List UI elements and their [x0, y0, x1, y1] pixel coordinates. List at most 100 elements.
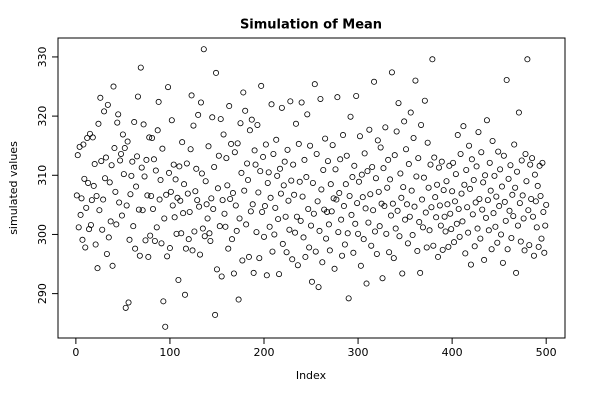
- x-axis-title: Index: [296, 369, 327, 382]
- point: [407, 109, 414, 116]
- point: [532, 198, 539, 205]
- point: [233, 227, 240, 234]
- point: [114, 119, 121, 126]
- point: [510, 213, 517, 220]
- point: [451, 198, 458, 205]
- point: [84, 134, 91, 141]
- point: [457, 150, 464, 157]
- point: [139, 207, 146, 214]
- point: [526, 242, 533, 249]
- point: [102, 175, 109, 182]
- point: [97, 94, 104, 101]
- point: [537, 192, 544, 199]
- point: [260, 153, 267, 160]
- point: [397, 170, 404, 177]
- point: [337, 156, 344, 163]
- point: [224, 182, 231, 189]
- point: [244, 160, 251, 167]
- point: [262, 141, 269, 148]
- point: [230, 270, 237, 277]
- point: [279, 240, 286, 247]
- point: [430, 242, 437, 249]
- point: [336, 190, 343, 197]
- point: [356, 133, 363, 140]
- point: [331, 265, 338, 272]
- point: [127, 191, 134, 198]
- point: [88, 197, 95, 204]
- point: [272, 204, 279, 211]
- point: [90, 182, 97, 189]
- point: [383, 230, 390, 237]
- y-tick-label: 300: [36, 224, 49, 245]
- point: [290, 161, 297, 168]
- point: [171, 214, 178, 221]
- point: [528, 195, 535, 202]
- point: [223, 155, 230, 162]
- point: [413, 173, 420, 180]
- point: [504, 246, 511, 253]
- point: [239, 257, 246, 264]
- point: [203, 201, 210, 208]
- point: [422, 209, 429, 216]
- point: [153, 224, 160, 231]
- point: [150, 156, 157, 163]
- point: [356, 178, 363, 185]
- point: [297, 217, 304, 224]
- point: [96, 207, 103, 214]
- point: [435, 253, 442, 260]
- point: [241, 187, 248, 194]
- point: [384, 184, 391, 191]
- point: [122, 304, 129, 311]
- point: [441, 213, 448, 220]
- point: [408, 187, 415, 194]
- point: [357, 262, 364, 269]
- point: [246, 127, 253, 134]
- point: [237, 120, 244, 127]
- point: [118, 212, 125, 219]
- point: [158, 240, 165, 247]
- point: [140, 121, 147, 128]
- point: [428, 204, 435, 211]
- point: [459, 218, 466, 225]
- point: [204, 215, 211, 222]
- point: [402, 216, 409, 223]
- point: [167, 188, 174, 195]
- point: [292, 120, 299, 127]
- point: [79, 236, 86, 243]
- point: [514, 222, 521, 229]
- point: [148, 192, 155, 199]
- point: [105, 234, 112, 241]
- point: [130, 223, 137, 230]
- point: [287, 98, 294, 105]
- point: [124, 138, 131, 145]
- point: [470, 177, 477, 184]
- point: [192, 188, 199, 195]
- point: [519, 192, 526, 199]
- point: [358, 171, 365, 178]
- point: [326, 247, 333, 254]
- point: [460, 123, 467, 130]
- point: [488, 246, 495, 253]
- point: [201, 233, 208, 240]
- point: [349, 174, 356, 181]
- point: [350, 249, 357, 256]
- point: [523, 178, 530, 185]
- point: [278, 104, 285, 111]
- point: [372, 175, 379, 182]
- point: [414, 248, 421, 255]
- point: [160, 298, 167, 305]
- point: [392, 225, 399, 232]
- point: [314, 198, 321, 205]
- point: [87, 221, 94, 228]
- point: [126, 236, 133, 243]
- point: [458, 190, 465, 197]
- point: [450, 159, 457, 166]
- point: [455, 206, 462, 213]
- point: [128, 172, 135, 179]
- point: [210, 206, 217, 213]
- point: [482, 214, 489, 221]
- point: [195, 111, 202, 118]
- point: [539, 159, 546, 166]
- x-tick-label: 100: [159, 346, 180, 359]
- point: [147, 232, 154, 239]
